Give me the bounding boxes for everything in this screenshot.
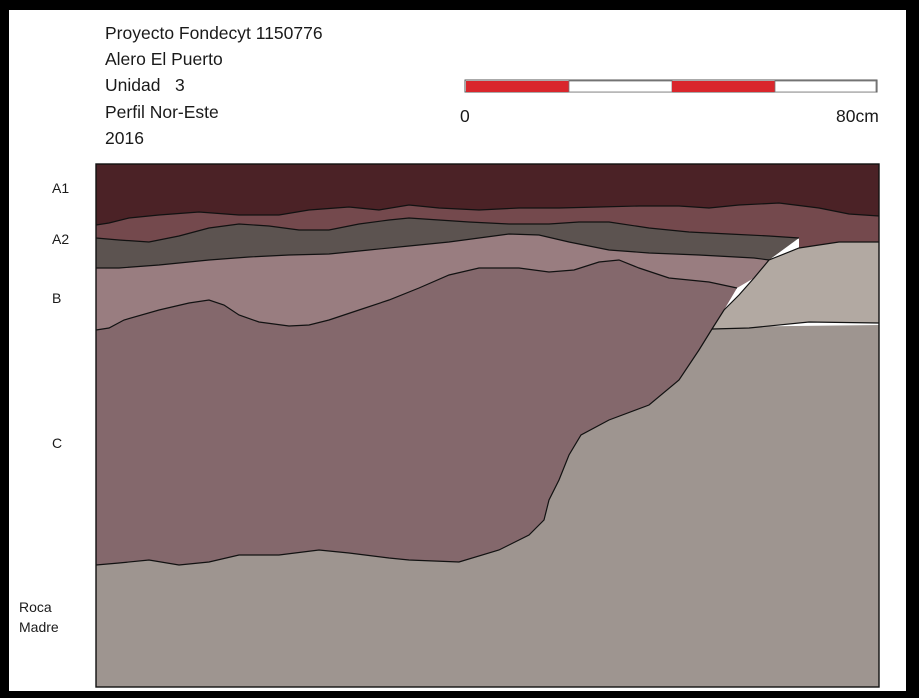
profile-outline [95, 163, 880, 688]
boundary-a1 [95, 202, 880, 226]
scale-bar [464, 79, 878, 93]
site-name: Alero El Puerto [105, 49, 223, 70]
year-label: 2016 [105, 127, 144, 148]
layer-a1 [96, 164, 879, 225]
boundary-intrusion [95, 241, 879, 566]
scale-start-label: 0 [460, 106, 470, 126]
layer-a2 [96, 203, 879, 248]
scale-segment-3 [672, 81, 775, 92]
boundary-a2 [95, 217, 800, 243]
project-title: Proyecto Fondecyt 1150776 [105, 23, 323, 43]
header-block: Proyecto Fondecyt 1150776 Alero El Puert… [105, 20, 323, 151]
boundary-intrusion-base [711, 321, 880, 330]
layer-roca-madre [96, 325, 879, 687]
scale-segment-4 [774, 80, 877, 93]
scale-segment-1 [466, 81, 569, 92]
stratigraphic-profile [95, 163, 880, 688]
layer-label-c: C [52, 435, 63, 451]
layer-label-b: B [52, 290, 62, 306]
layer-label-roca-madre: Roca Madre [19, 597, 59, 637]
layer-label-a1: A1 [52, 180, 70, 196]
boundary-a2-bottom [96, 233, 770, 269]
scale-end-label: 80cm [836, 106, 879, 126]
roca-label-line1: Roca [19, 599, 52, 615]
profile-label: Perfil Nor-Este [105, 101, 219, 122]
roca-label-line2: Madre [19, 619, 59, 635]
layer-label-a2: A2 [52, 231, 70, 247]
boundary-b [95, 259, 738, 331]
unit-label: Unidad 3 [105, 75, 185, 96]
layer-light-intrusion [712, 242, 879, 329]
layer-c [96, 260, 737, 565]
profile-drawing-frame: Proyecto Fondecyt 1150776 Alero El Puert… [9, 10, 906, 691]
boundary-lines [95, 202, 880, 566]
